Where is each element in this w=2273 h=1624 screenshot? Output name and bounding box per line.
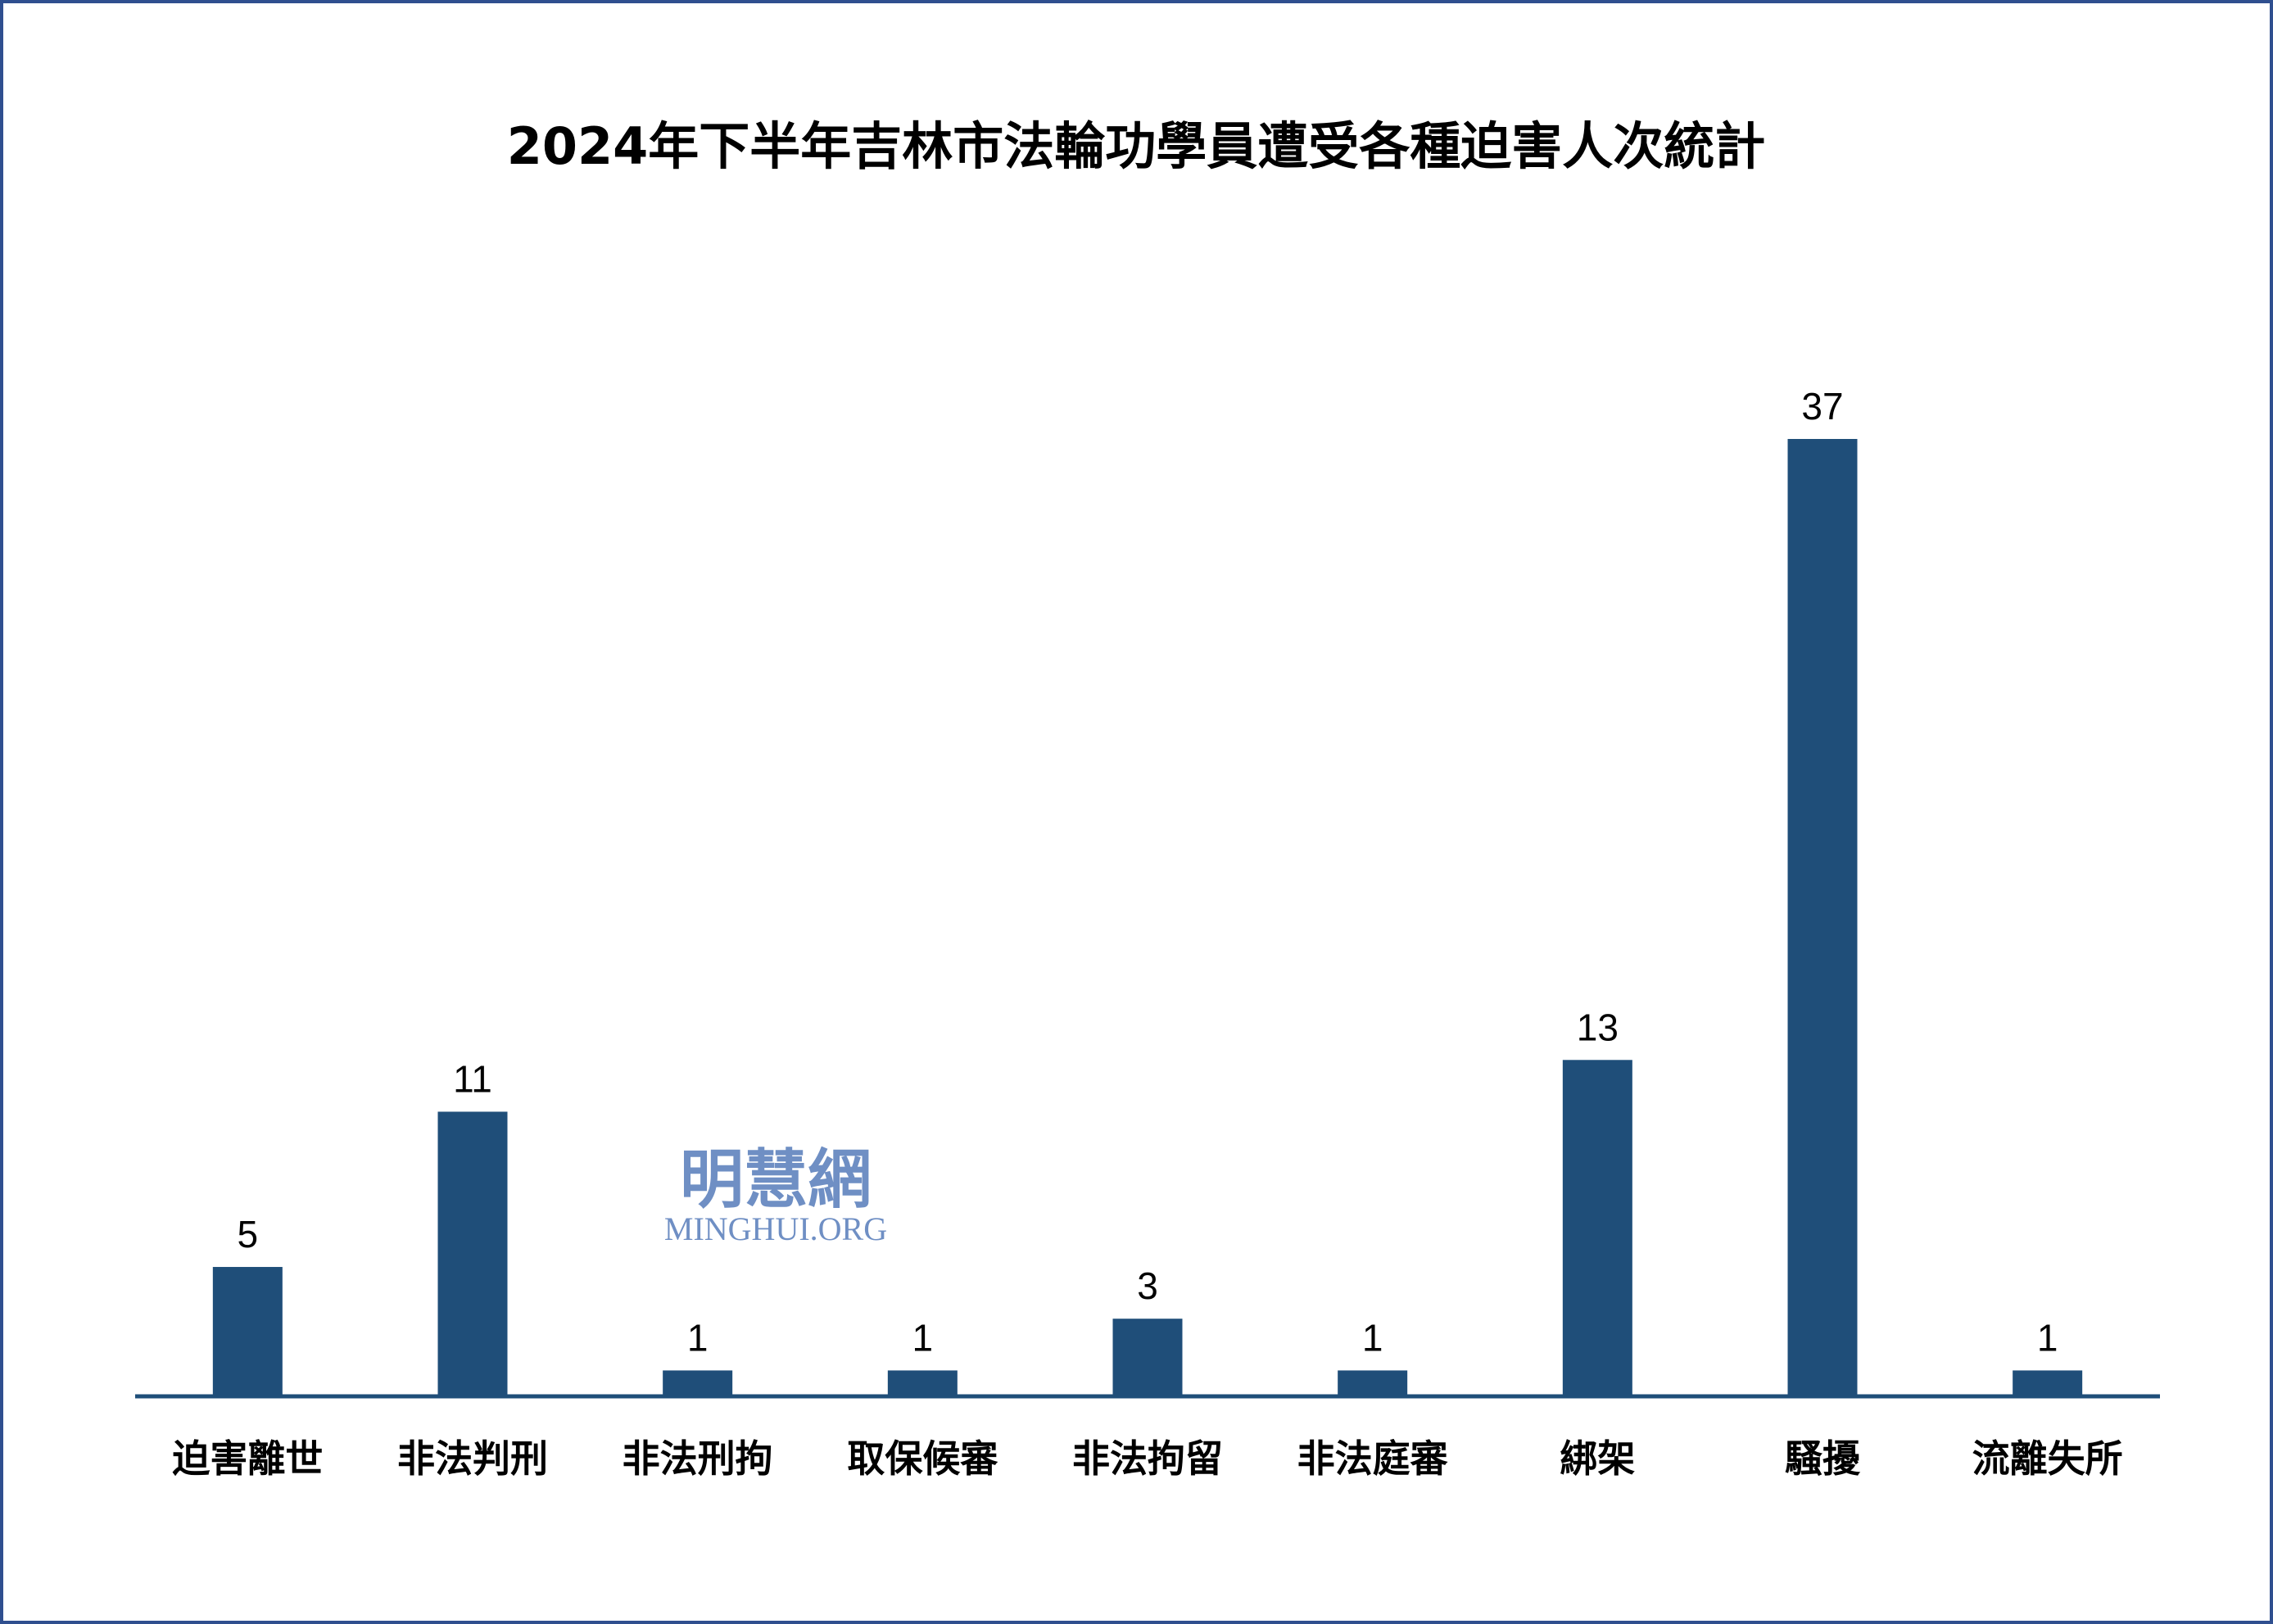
bar-2 (663, 1370, 733, 1396)
value-label-5: 1 (1362, 1316, 1383, 1359)
bar-1 (437, 1111, 508, 1396)
watermark-site: MINGHUI.ORG (664, 1210, 887, 1247)
value-label-4: 3 (1137, 1264, 1158, 1307)
category-label-4: 非法拘留 (1072, 1436, 1223, 1481)
category-label-1: 非法判刑 (397, 1436, 548, 1481)
category-label-8: 流離失所 (1972, 1436, 2123, 1481)
value-label-1: 11 (453, 1057, 492, 1100)
value-label-6: 13 (1577, 1006, 1619, 1048)
bar-4 (1112, 1319, 1183, 1396)
bar-8 (2013, 1370, 2083, 1396)
category-label-5: 非法庭審 (1297, 1436, 1449, 1481)
category-label-7: 騷擾 (1785, 1436, 1861, 1481)
value-label-3: 1 (912, 1316, 934, 1359)
value-label-2: 1 (687, 1316, 709, 1359)
value-label-0: 5 (238, 1213, 259, 1255)
value-label-8: 1 (2037, 1316, 2058, 1359)
category-label-3: 取保候審 (847, 1436, 998, 1481)
minghui-watermark: 明慧網 MINGHUI.ORG (664, 1142, 887, 1247)
category-label-6: 綁架 (1560, 1436, 1635, 1481)
category-label-2: 非法刑拘 (623, 1436, 773, 1481)
bar-5 (1338, 1370, 1408, 1396)
category-label-0: 迫害離世 (172, 1436, 323, 1481)
bar-7 (1787, 439, 1858, 1396)
value-label-7: 37 (1801, 385, 1843, 427)
bar-0 (212, 1267, 283, 1396)
bar-3 (887, 1370, 958, 1396)
watermark-logo: 明慧網 (680, 1142, 872, 1217)
bar-6 (1562, 1060, 1632, 1396)
chart-title: 2024年下半年吉林市法輪功學員遭受各種迫害人次統計 (507, 116, 1766, 176)
